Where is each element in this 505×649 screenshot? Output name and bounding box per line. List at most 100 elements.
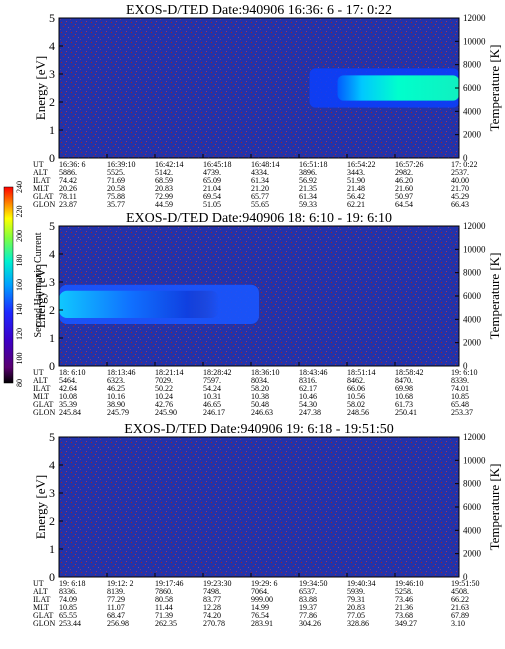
table-cell: 69.54	[203, 192, 221, 201]
table-cell: 73.46	[395, 595, 413, 604]
table-cell: 75.88	[107, 192, 125, 201]
y2-tick-label: 8000	[463, 479, 482, 489]
table-cell: 21.60	[395, 184, 413, 193]
row-label: UT	[33, 368, 44, 377]
table-cell: 50.48	[251, 400, 269, 409]
table-cell: 18:58:42	[395, 368, 423, 377]
table-cell: 10.46	[299, 392, 317, 401]
table-cell: 65.77	[251, 192, 269, 201]
row-label: MLT	[33, 184, 49, 193]
row-label: ALT	[33, 587, 48, 596]
table-cell: 18:28:42	[203, 368, 231, 377]
y-tick-label: 2	[49, 95, 55, 109]
table-cell: 50.22	[155, 384, 173, 393]
table-cell: 21.63	[451, 603, 469, 612]
table-cell: 19:29: 6	[251, 579, 277, 588]
panel-1: EXOS-D/TED Date:940906 16:36: 6 - 17: 0:…	[33, 3, 502, 209]
table-cell: 245.90	[155, 408, 177, 417]
row-label: ILAT	[33, 384, 50, 393]
enhancement-core	[59, 290, 219, 318]
y-tick-label: 4	[49, 458, 55, 472]
table-cell: 7064.	[251, 587, 269, 596]
table-cell: 65.55	[59, 611, 77, 620]
row-label: UT	[33, 579, 44, 588]
y2-tick-label: 2000	[463, 549, 482, 559]
y-tick-label: 1	[49, 123, 55, 137]
panel-3: EXOS-D/TED Date:940906 19: 6:18 - 19:51:…	[33, 422, 502, 628]
y-tick-label: 1	[49, 542, 55, 556]
row-label: ILAT	[33, 176, 50, 185]
table-cell: 14.99	[251, 603, 269, 612]
table-cell: 74.01	[451, 384, 469, 393]
table-cell: 50.97	[395, 192, 413, 201]
table-cell: 18:51:14	[347, 368, 375, 377]
table-cell: 19:12: 2	[107, 579, 133, 588]
table-cell: 2537.	[451, 168, 469, 177]
y2-tick-label: 6000	[463, 502, 482, 512]
table-cell: 7498.	[203, 587, 221, 596]
table-cell: 18:13:46	[107, 368, 135, 377]
table-cell: 71.39	[155, 611, 173, 620]
enhancement-core	[337, 75, 459, 101]
table-cell: 44.59	[155, 200, 173, 209]
table-cell: 20.83	[155, 184, 173, 193]
table-cell: 270.78	[203, 619, 225, 628]
orbit-table: UT 18: 6:10 18:13:46 18:21:14 18:28:42 18:36:…	[33, 368, 477, 417]
table-cell: 7029.	[155, 376, 173, 385]
table-cell: 20.58	[107, 184, 125, 193]
heatmap-area	[59, 437, 459, 577]
table-cell: 65.48	[451, 400, 469, 409]
table-cell: 16:54:22	[347, 160, 375, 169]
table-cell: 21.35	[299, 184, 317, 193]
row-label: GLAT	[33, 611, 54, 620]
table-cell: 21.36	[395, 603, 413, 612]
y2-axis-label: Temperature [K]	[487, 253, 502, 340]
table-cell: 21.70	[451, 184, 469, 193]
table-cell: 5525.	[107, 168, 125, 177]
orbit-table: UT 16:36: 6 16:39:10 16:42:14 16:45:18 16:48:…	[33, 160, 477, 209]
row-label: ALT	[33, 376, 48, 385]
colorbar-label: Second Harmonic Current	[33, 232, 44, 337]
y2-tick-label: 6000	[463, 291, 482, 301]
table-cell: 18:21:14	[155, 368, 183, 377]
y-tick-label: 3	[49, 275, 55, 289]
table-cell: 61.73	[395, 400, 413, 409]
table-cell: 46.25	[107, 384, 125, 393]
table-cell: 8316.	[299, 376, 317, 385]
panel-2: EXOS-D/TED Date:940906 18: 6:10 - 19: 6:…	[33, 211, 502, 417]
table-cell: 35.39	[59, 400, 77, 409]
y2-tick-label: 4000	[463, 314, 482, 324]
table-cell: 62.17	[299, 384, 317, 393]
colorbar-tick-label: 140	[15, 304, 24, 316]
table-cell: 56.42	[347, 192, 365, 201]
table-cell: 328.86	[347, 619, 369, 628]
y2-tick-label: 0	[463, 153, 468, 163]
colorbar-tick-label: 80	[15, 379, 24, 387]
table-cell: 62.21	[347, 200, 365, 209]
table-cell: 21.20	[251, 184, 269, 193]
table-cell: 77.86	[299, 611, 317, 620]
table-cell: 61.34	[251, 176, 269, 185]
table-cell: 8462.	[347, 376, 365, 385]
table-cell: 283.91	[251, 619, 273, 628]
table-cell: 3443.	[347, 168, 365, 177]
table-cell: 19:46:10	[395, 579, 423, 588]
table-cell: 10.08	[59, 392, 77, 401]
table-cell: 64.54	[395, 200, 413, 209]
table-cell: 10.24	[155, 392, 173, 401]
table-cell: 12.28	[203, 603, 221, 612]
colorbar-tick-label: 200	[15, 230, 24, 242]
table-cell: 16:51:18	[299, 160, 327, 169]
table-cell: 76.54	[251, 611, 269, 620]
table-cell: 253.37	[451, 408, 473, 417]
table-cell: 245.84	[59, 408, 81, 417]
table-cell: 10.85	[59, 603, 77, 612]
table-cell: 35.77	[107, 200, 125, 209]
panel-title: EXOS-D/TED Date:940906 18: 6:10 - 19: 6:…	[126, 211, 392, 226]
y2-tick-label: 6000	[463, 83, 482, 93]
table-cell: 246.63	[251, 408, 273, 417]
y-tick-label: 5	[49, 430, 55, 444]
table-cell: 19.37	[299, 603, 317, 612]
table-cell: 61.34	[299, 192, 317, 201]
row-label: GLON	[33, 408, 55, 417]
